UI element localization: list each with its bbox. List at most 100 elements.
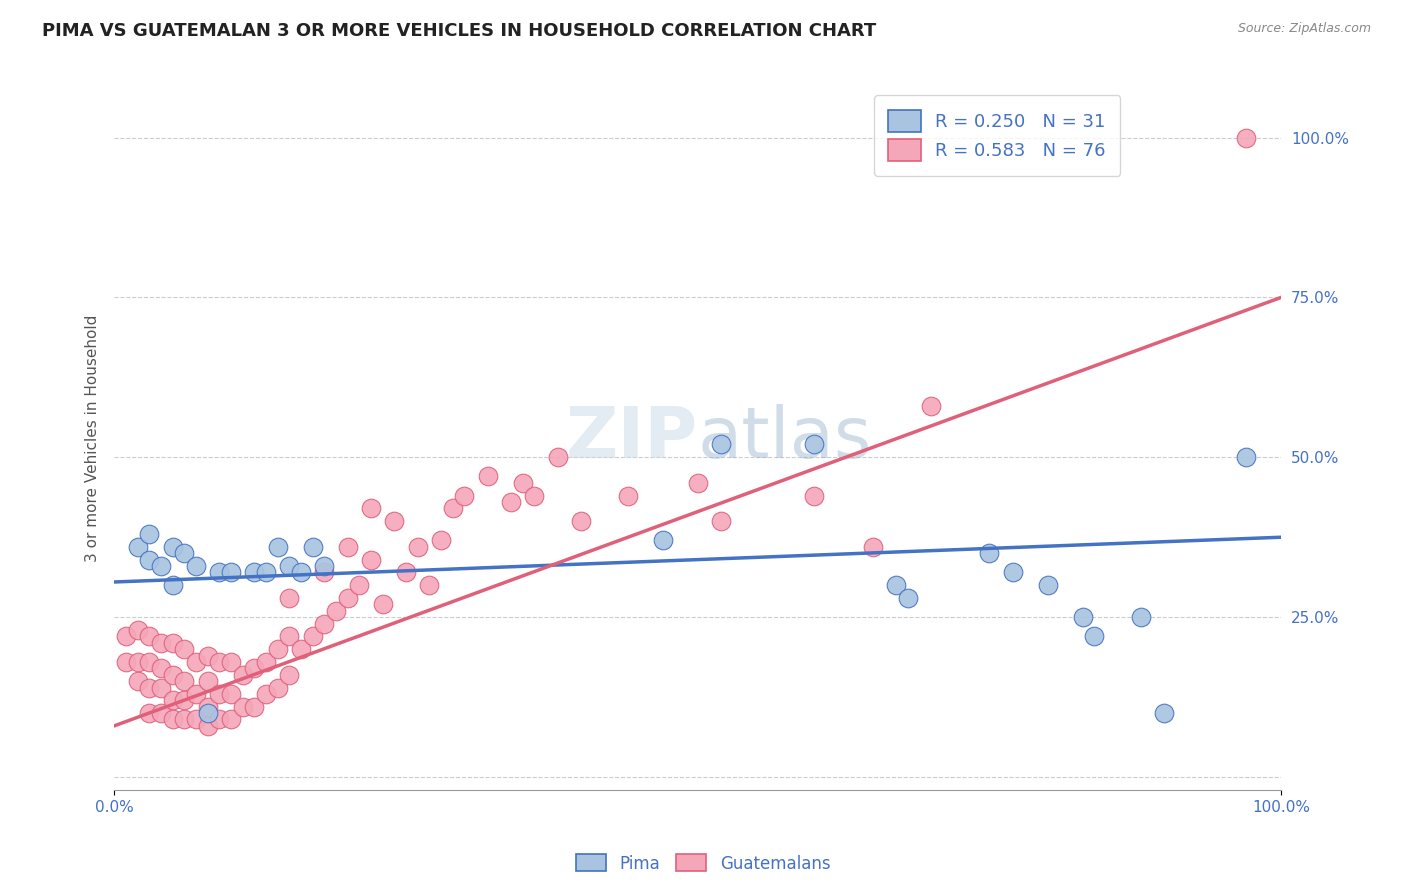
- Point: [360, 501, 382, 516]
- Point: [138, 527, 160, 541]
- Point: [173, 713, 195, 727]
- Point: [197, 648, 219, 663]
- Legend: Pima, Guatemalans: Pima, Guatemalans: [569, 847, 837, 880]
- Point: [243, 566, 266, 580]
- Point: [232, 667, 254, 681]
- Point: [115, 629, 138, 643]
- Point: [278, 559, 301, 574]
- Point: [278, 667, 301, 681]
- Point: [162, 713, 184, 727]
- Point: [138, 629, 160, 643]
- Point: [499, 495, 522, 509]
- Point: [219, 566, 242, 580]
- Point: [1001, 566, 1024, 580]
- Point: [254, 655, 277, 669]
- Point: [138, 655, 160, 669]
- Legend: R = 0.250   N = 31, R = 0.583   N = 76: R = 0.250 N = 31, R = 0.583 N = 76: [875, 95, 1121, 176]
- Point: [453, 489, 475, 503]
- Point: [547, 450, 569, 465]
- Point: [314, 566, 336, 580]
- Point: [569, 514, 592, 528]
- Point: [127, 623, 149, 637]
- Point: [1234, 130, 1257, 145]
- Point: [884, 578, 907, 592]
- Point: [382, 514, 405, 528]
- Point: [360, 552, 382, 566]
- Point: [243, 661, 266, 675]
- Point: [127, 655, 149, 669]
- Point: [173, 674, 195, 689]
- Point: [162, 693, 184, 707]
- Point: [430, 533, 453, 548]
- Point: [1153, 706, 1175, 720]
- Point: [162, 578, 184, 592]
- Point: [301, 540, 323, 554]
- Point: [138, 681, 160, 695]
- Point: [979, 546, 1001, 560]
- Point: [266, 681, 288, 695]
- Point: [149, 706, 172, 720]
- Point: [266, 642, 288, 657]
- Point: [138, 706, 160, 720]
- Point: [314, 616, 336, 631]
- Point: [184, 713, 207, 727]
- Point: [127, 674, 149, 689]
- Point: [862, 540, 884, 554]
- Point: [710, 514, 733, 528]
- Text: atlas: atlas: [697, 403, 872, 473]
- Point: [616, 489, 638, 503]
- Point: [325, 604, 347, 618]
- Y-axis label: 3 or more Vehicles in Household: 3 or more Vehicles in Household: [86, 314, 100, 562]
- Text: ZIP: ZIP: [565, 403, 697, 473]
- Point: [232, 699, 254, 714]
- Point: [254, 687, 277, 701]
- Point: [184, 559, 207, 574]
- Point: [266, 540, 288, 554]
- Point: [897, 591, 920, 605]
- Text: Source: ZipAtlas.com: Source: ZipAtlas.com: [1237, 22, 1371, 36]
- Point: [208, 566, 231, 580]
- Point: [920, 399, 942, 413]
- Point: [336, 540, 359, 554]
- Point: [149, 681, 172, 695]
- Point: [290, 642, 312, 657]
- Point: [371, 598, 394, 612]
- Point: [441, 501, 464, 516]
- Point: [115, 655, 138, 669]
- Point: [197, 706, 219, 720]
- Point: [1036, 578, 1059, 592]
- Point: [173, 642, 195, 657]
- Point: [523, 489, 546, 503]
- Point: [219, 655, 242, 669]
- Point: [208, 655, 231, 669]
- Point: [149, 661, 172, 675]
- Point: [184, 655, 207, 669]
- Point: [208, 713, 231, 727]
- Point: [173, 546, 195, 560]
- Point: [803, 437, 825, 451]
- Point: [208, 687, 231, 701]
- Point: [149, 636, 172, 650]
- Point: [406, 540, 429, 554]
- Point: [278, 629, 301, 643]
- Point: [197, 699, 219, 714]
- Point: [254, 566, 277, 580]
- Point: [418, 578, 440, 592]
- Point: [127, 540, 149, 554]
- Point: [278, 591, 301, 605]
- Point: [651, 533, 673, 548]
- Point: [1130, 610, 1153, 624]
- Point: [149, 559, 172, 574]
- Point: [197, 719, 219, 733]
- Point: [219, 687, 242, 701]
- Point: [162, 636, 184, 650]
- Point: [162, 667, 184, 681]
- Point: [395, 566, 418, 580]
- Point: [290, 566, 312, 580]
- Point: [1234, 450, 1257, 465]
- Point: [197, 674, 219, 689]
- Point: [710, 437, 733, 451]
- Point: [336, 591, 359, 605]
- Point: [243, 699, 266, 714]
- Point: [219, 713, 242, 727]
